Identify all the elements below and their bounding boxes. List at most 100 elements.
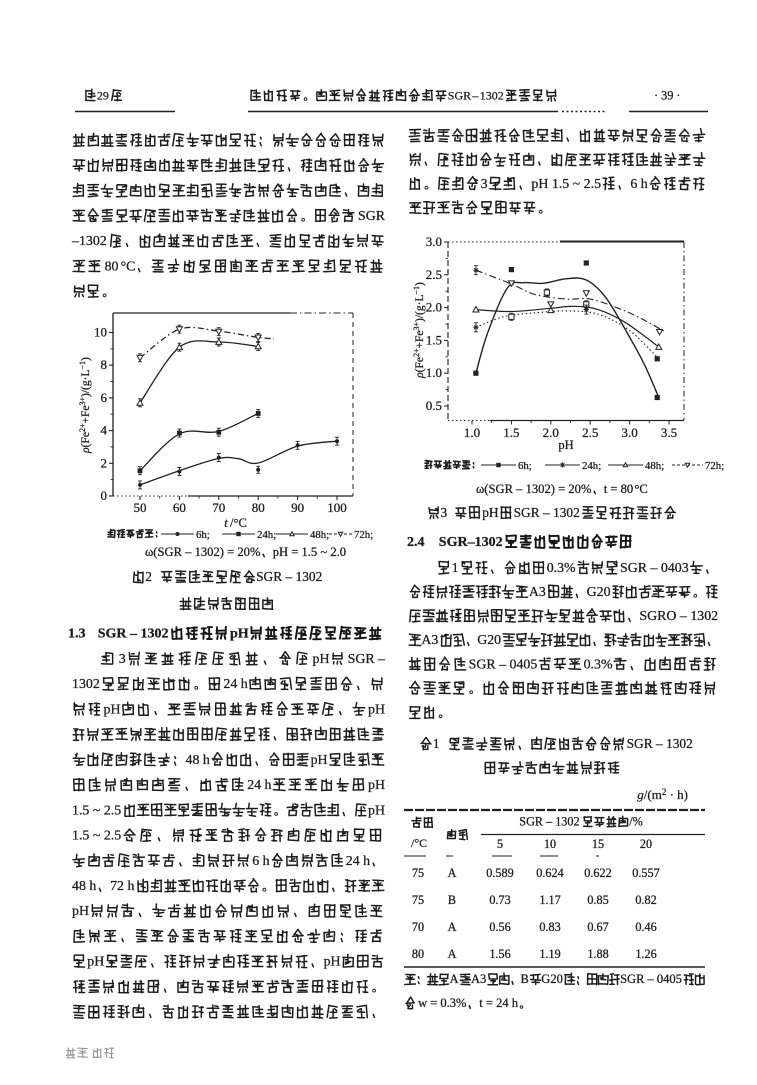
svg-text:8: 8	[101, 357, 108, 372]
svg-text:SGR – 0405: SGR – 0405	[620, 972, 682, 986]
svg-text:ρ(Fe2++Fe3+)/(g·L−1): ρ(Fe2++Fe3+)/(g·L−1)	[78, 357, 92, 454]
svg-text:1: 1	[433, 736, 440, 751]
svg-text:4: 4	[101, 423, 108, 438]
svg-text:0.557: 0.557	[632, 866, 659, 880]
svg-text:G20: G20	[477, 633, 501, 648]
svg-text:10: 10	[544, 837, 556, 851]
svg-text:6 h: 6 h	[252, 854, 269, 869]
svg-text:pH: pH	[368, 778, 385, 793]
svg-text:2: 2	[145, 569, 152, 584]
svg-text:pH 1.5 ~ 2.5: pH 1.5 ~ 2.5	[531, 177, 601, 192]
svg-text:6h;: 6h;	[196, 529, 210, 541]
svg-text:6 h: 6 h	[630, 177, 647, 192]
svg-text:48h;: 48h;	[310, 529, 329, 541]
svg-text:t = 80: t = 80	[604, 482, 634, 496]
svg-text:2.5: 2.5	[426, 267, 442, 282]
svg-text:1.5: 1.5	[503, 425, 519, 440]
svg-text:80: 80	[105, 259, 119, 274]
svg-text:°C: °C	[121, 259, 136, 274]
svg-text:20: 20	[640, 837, 652, 851]
svg-text:SGR – 0403: SGR – 0403	[620, 561, 689, 576]
svg-text:g/(m2 · h): g/(m2 · h)	[637, 787, 688, 802]
svg-text:A: A	[450, 972, 459, 986]
svg-text:1.0: 1.0	[426, 365, 442, 380]
svg-text:0.589: 0.589	[486, 866, 513, 880]
svg-text:1.19: 1.19	[539, 947, 560, 961]
svg-text:ω(SGR – 1302) = 20%: ω(SGR – 1302) = 20%	[145, 545, 261, 559]
svg-text:/°C: /°C	[411, 836, 427, 850]
svg-text:pH: pH	[311, 753, 328, 768]
svg-text:1.17: 1.17	[539, 893, 560, 907]
svg-text:SGR – 1302: SGR – 1302	[256, 569, 322, 584]
svg-text:SGR: SGR	[358, 209, 386, 224]
svg-text:48 h: 48 h	[72, 879, 96, 894]
svg-text:pH: pH	[324, 955, 341, 970]
svg-text:B: B	[521, 972, 529, 986]
svg-text:1.26: 1.26	[635, 947, 656, 961]
svg-text:1: 1	[452, 561, 459, 576]
svg-text:pH: pH	[368, 702, 385, 717]
svg-text:0.3%: 0.3%	[547, 561, 576, 576]
svg-text:1.0: 1.0	[464, 425, 480, 440]
svg-text:24 h: 24 h	[223, 677, 247, 692]
svg-text:SGR – 1302: SGR – 1302	[519, 814, 579, 828]
svg-text:0.622: 0.622	[584, 866, 611, 880]
svg-text:2: 2	[101, 455, 108, 470]
svg-text:SGR–1302: SGR–1302	[439, 535, 503, 550]
svg-text:0.85: 0.85	[587, 893, 608, 907]
svg-text:pH: pH	[313, 652, 330, 667]
svg-text:5: 5	[497, 837, 503, 851]
svg-text:0.83: 0.83	[539, 920, 560, 934]
svg-text:t: t	[224, 516, 228, 530]
svg-text:72h;: 72h;	[705, 460, 724, 472]
svg-text:70: 70	[212, 500, 225, 515]
svg-text:G20: G20	[587, 585, 611, 600]
svg-text:A3: A3	[471, 972, 486, 986]
svg-text:B: B	[448, 893, 456, 907]
svg-text:–1302: –1302	[71, 234, 107, 249]
svg-text:SGR – 1302: SGR – 1302	[514, 505, 580, 520]
svg-text:A3: A3	[529, 585, 546, 600]
svg-text:0.73: 0.73	[489, 893, 510, 907]
svg-text:pH: pH	[104, 702, 121, 717]
svg-text:3.0: 3.0	[426, 234, 442, 249]
svg-text:/°C: /°C	[230, 516, 247, 530]
svg-text:1.5 ~ 2.5: 1.5 ~ 2.5	[72, 803, 121, 818]
svg-text:/%: /%	[629, 814, 643, 828]
svg-text:pH: pH	[482, 505, 499, 520]
svg-text:0.3%: 0.3%	[584, 657, 613, 672]
svg-text:75: 75	[412, 893, 424, 907]
svg-text:G20: G20	[541, 972, 563, 986]
svg-text:24 h: 24 h	[247, 778, 271, 793]
svg-text:2.4: 2.4	[407, 535, 425, 550]
svg-text:A: A	[448, 866, 457, 880]
svg-text:1302: 1302	[72, 677, 100, 692]
svg-text:°C: °C	[634, 482, 647, 496]
svg-text:2.0: 2.0	[543, 425, 559, 440]
svg-text:60: 60	[173, 500, 186, 515]
svg-text:1.5 ~ 2.5: 1.5 ~ 2.5	[72, 829, 121, 844]
svg-text:1302: 1302	[480, 88, 504, 102]
svg-text:pH: pH	[87, 955, 104, 970]
svg-text:80: 80	[252, 500, 265, 515]
svg-text:39: 39	[661, 88, 674, 102]
svg-text:48 h: 48 h	[186, 753, 210, 768]
svg-text:90: 90	[291, 500, 304, 515]
svg-text:ω(SGR – 1302) = 20%: ω(SGR – 1302) = 20%	[476, 482, 592, 496]
svg-text:0.82: 0.82	[635, 893, 656, 907]
svg-text:10: 10	[94, 325, 107, 340]
svg-text:0.56: 0.56	[489, 920, 510, 934]
svg-text:w = 0.3%: w = 0.3%	[418, 996, 466, 1010]
svg-text:SGR – 1302: SGR – 1302	[98, 626, 169, 641]
svg-text:1.5: 1.5	[426, 332, 442, 347]
svg-text:2.5: 2.5	[582, 425, 598, 440]
svg-text:pH: pH	[368, 803, 385, 818]
svg-text:0.624: 0.624	[536, 866, 563, 880]
svg-text:1.3: 1.3	[68, 626, 86, 641]
svg-text:1.56: 1.56	[489, 947, 510, 961]
svg-text:72h;: 72h;	[354, 529, 373, 541]
svg-text:24h;: 24h;	[257, 529, 276, 541]
svg-text:6: 6	[101, 390, 108, 405]
svg-text:SGR – 1302: SGR – 1302	[627, 736, 693, 751]
svg-text:SGRO – 1302: SGRO – 1302	[639, 609, 718, 624]
